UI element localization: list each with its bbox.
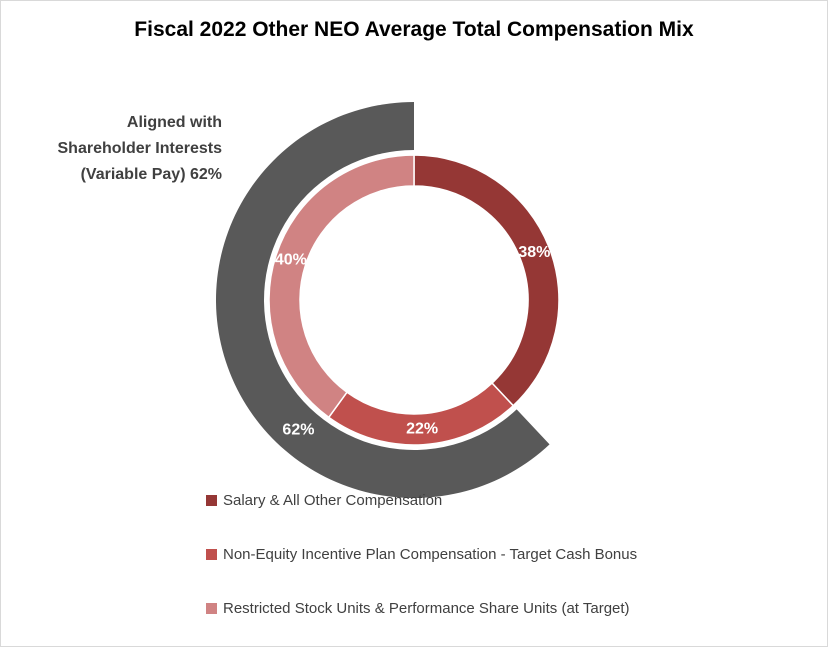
data-label-equity-units: 40%	[275, 251, 307, 268]
data-label-variable-pay: 62%	[282, 422, 314, 439]
legend-swatch	[206, 602, 217, 614]
legend-item-equity-units: Restricted Stock Units & Performance Sha…	[206, 596, 637, 620]
legend-item-cash-bonus: Non-Equity Incentive Plan Compensation -…	[206, 542, 637, 566]
legend-label: Non-Equity Incentive Plan Compensation -…	[223, 545, 638, 563]
inner-slice-equity-units	[268, 154, 415, 419]
legend-item-salary: Salary & All Other Compensation	[206, 488, 637, 512]
chart-title: Fiscal 2022 Other NEO Average Total Comp…	[134, 18, 694, 41]
legend-swatch	[206, 548, 217, 560]
legend: Salary & All Other Compensation Non-Equi…	[206, 488, 637, 650]
inner-slice-salary	[413, 154, 560, 407]
legend-label: Restricted Stock Units & Performance Sha…	[223, 599, 630, 617]
legend-swatch	[206, 494, 217, 506]
outer-ring-variable-pay-arc	[215, 102, 550, 499]
legend-label: Salary & All Other Compensation	[223, 491, 443, 509]
data-label-salary: 38%	[518, 244, 550, 261]
outer-ring-annotation: Aligned with Shareholder Interests (Vari…	[57, 114, 223, 183]
data-label-cash-bonus: 22%	[406, 421, 438, 438]
